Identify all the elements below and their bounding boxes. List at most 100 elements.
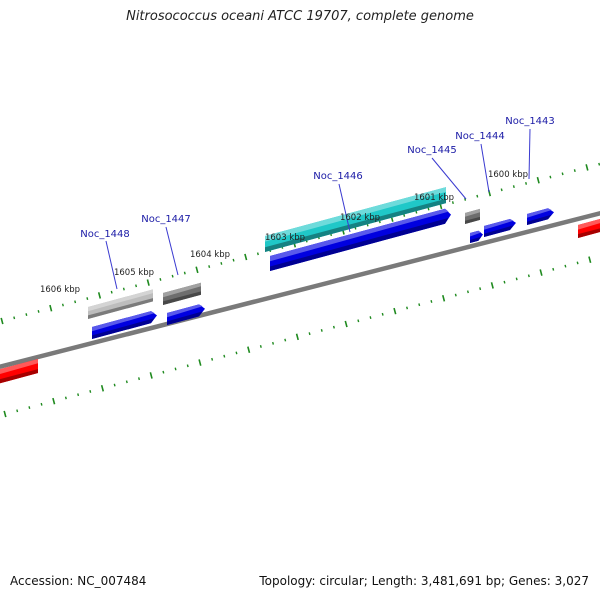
feature-shadow: [0, 369, 38, 384]
scale-ticks-inner: [3, 256, 592, 418]
inner-tick-1: [16, 409, 19, 413]
inner-tick-21: [259, 345, 262, 348]
feature-shadow: [167, 311, 203, 325]
outer-tick-10: [122, 287, 125, 291]
map-title: Nitrosococcus oceani ATCC 19707, complet…: [126, 9, 474, 24]
outer-tick-34: [415, 210, 418, 214]
feature-track: [0, 187, 600, 386]
scale-label: 1600 kbp: [488, 170, 528, 180]
inner-tick-33: [406, 306, 409, 310]
feature-highlight: [470, 230, 482, 237]
inner-tick-42: [515, 277, 518, 281]
leader-line: [431, 157, 467, 200]
inner-tick-23: [284, 338, 287, 342]
feature-shadow: [265, 198, 446, 252]
gene-label[interactable]: Noc_1445: [407, 145, 457, 156]
feature-8[interactable]: [470, 230, 483, 243]
feature-11[interactable]: [0, 359, 38, 386]
feature-shadow: [163, 291, 201, 305]
feature-shadow: [270, 217, 449, 271]
inner-tick-2: [28, 406, 31, 410]
feature-5[interactable]: [265, 187, 446, 252]
inner-tick-8: [100, 384, 105, 392]
feature-4[interactable]: [167, 304, 205, 325]
gene-label[interactable]: Noc_1443: [505, 116, 555, 127]
scale-label: 1603 kbp: [265, 233, 305, 243]
genome-summary-text: Topology: circular; Length: 3,481,691 bp…: [259, 574, 589, 588]
inner-tick-40: [490, 282, 494, 289]
inner-tick-29: [357, 319, 360, 323]
feature-highlight: [527, 208, 552, 218]
feature-highlight: [0, 359, 38, 375]
gene-labels: Noc_1448 Noc_1447 Noc_1446 Noc_1445 Noc_1444…: [80, 116, 555, 240]
inner-tick-32: [393, 307, 397, 315]
feature-shadow: [484, 225, 514, 237]
feature-1[interactable]: [88, 289, 153, 319]
scale-label: 1605 kbp: [114, 268, 154, 278]
gene-label[interactable]: Noc_1447: [141, 214, 191, 225]
inner-tick-25: [308, 332, 311, 336]
accession-text: Accession: NC_007484: [10, 574, 147, 588]
inner-tick-34: [418, 303, 421, 307]
outer-tick-35: [427, 207, 430, 211]
feature-highlight: [270, 208, 449, 262]
feature-highlight: [92, 311, 155, 332]
outer-tick-3: [37, 309, 40, 313]
inner-tick-11: [138, 377, 141, 381]
feature-shadow: [470, 236, 482, 243]
inner-tick-9: [113, 383, 116, 387]
outer-tick-37: [451, 201, 454, 205]
inner-tick-43: [527, 274, 530, 278]
feature-2[interactable]: [92, 311, 157, 339]
feature-3[interactable]: [163, 282, 201, 305]
outer-tick-19: [232, 258, 235, 262]
feature-6[interactable]: [270, 208, 451, 271]
inner-tick-20: [247, 346, 251, 354]
inner-tick-16: [198, 359, 202, 366]
scale-label: 1602 kbp: [340, 213, 380, 223]
feature-shadow: [465, 216, 480, 224]
feature-shadow: [578, 228, 600, 238]
feature-highlight: [88, 289, 153, 312]
feature-highlight: [578, 219, 600, 230]
genome-backbone: [0, 210, 600, 370]
gene-label[interactable]: Noc_1446: [313, 171, 363, 182]
feature-highlight: [465, 208, 480, 217]
outer-tick-5: [61, 303, 64, 307]
outer-tick-8: [97, 292, 102, 299]
inner-tick-5: [64, 396, 67, 400]
inner-tick-12: [149, 372, 153, 379]
inner-tick-15: [186, 364, 189, 368]
outer-tick-18: [220, 261, 223, 265]
outer-tick-11: [135, 284, 138, 288]
gene-label[interactable]: Noc_1444: [455, 131, 505, 142]
scale-label: 1606 kbp: [40, 285, 80, 295]
outer-tick-7: [86, 297, 89, 301]
feature-7[interactable]: [465, 208, 480, 224]
inner-tick-24: [295, 333, 299, 341]
feature-9[interactable]: [484, 219, 516, 237]
inner-tick-45: [552, 267, 555, 271]
inner-tick-47: [576, 261, 579, 265]
outer-tick-20: [244, 253, 248, 261]
inner-tick-31: [381, 312, 384, 316]
inner-tick-41: [503, 280, 506, 284]
scale-ticks-outer: [0, 162, 600, 325]
outer-tick-9: [110, 290, 113, 294]
gene-label[interactable]: Noc_1448: [80, 229, 130, 240]
scale-labels: 1606 kbp 1605 kbp 1604 kbp 1603 kbp 1602 kbp…: [40, 170, 528, 295]
outer-tick-21: [256, 252, 259, 256]
outer-tick-41: [500, 188, 503, 192]
feature-12[interactable]: [578, 217, 600, 238]
outer-tick-49: [598, 162, 600, 166]
outer-tick-44: [536, 176, 540, 184]
inner-tick-38: [466, 290, 469, 294]
feature-10[interactable]: [527, 208, 554, 225]
outer-tick-42: [512, 185, 515, 189]
outer-tick-12: [146, 279, 150, 286]
outer-tick-45: [549, 175, 552, 179]
leader-line: [165, 226, 179, 276]
leader-line: [528, 128, 531, 180]
